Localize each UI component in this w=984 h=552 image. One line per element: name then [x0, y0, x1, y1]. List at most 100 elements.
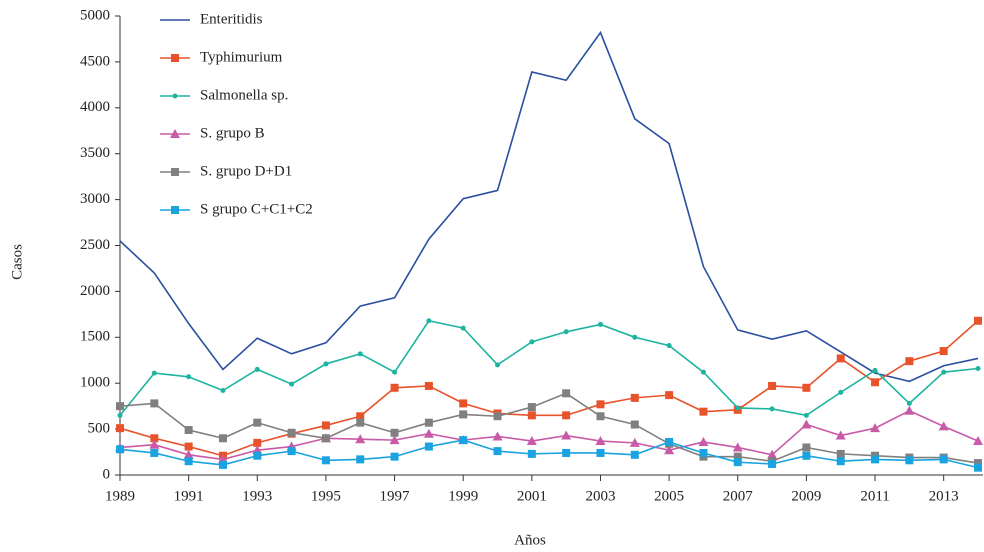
legend-marker — [171, 54, 179, 62]
marker — [872, 367, 878, 373]
marker — [355, 434, 366, 444]
x-tick-label: 2005 — [654, 488, 684, 504]
marker — [527, 411, 536, 420]
marker — [665, 437, 674, 446]
marker — [801, 419, 812, 429]
marker — [495, 362, 501, 368]
marker — [253, 451, 262, 460]
marker — [321, 456, 330, 465]
marker — [803, 412, 809, 418]
x-tick-label: 2009 — [791, 488, 821, 504]
marker — [596, 400, 605, 409]
marker — [938, 421, 949, 431]
marker — [116, 402, 124, 411]
marker — [939, 347, 948, 356]
x-tick-label: 2001 — [517, 488, 547, 504]
y-tick-label: 0 — [103, 466, 111, 482]
marker — [323, 361, 329, 367]
marker — [389, 435, 400, 445]
marker — [116, 424, 124, 433]
marker — [150, 399, 159, 408]
marker — [357, 351, 363, 357]
marker — [562, 448, 571, 457]
series-line — [119, 439, 979, 469]
marker — [630, 393, 639, 402]
marker — [906, 400, 912, 406]
marker — [493, 447, 502, 456]
y-tick-label: 2000 — [80, 283, 110, 299]
marker — [220, 388, 226, 394]
marker — [218, 460, 227, 469]
x-axis-label: Años — [514, 532, 546, 548]
marker — [149, 439, 160, 449]
marker — [218, 434, 227, 443]
x-tick-label: 1997 — [380, 488, 411, 504]
series-line — [119, 392, 979, 464]
series-line — [119, 409, 979, 461]
marker — [254, 366, 260, 372]
marker — [150, 434, 159, 443]
marker — [905, 456, 914, 465]
y-tick-label: 500 — [88, 421, 111, 437]
marker — [561, 430, 572, 440]
legend-label: Enteritidis — [200, 11, 263, 27]
marker — [835, 430, 846, 440]
marker — [836, 449, 845, 458]
marker — [117, 412, 123, 418]
marker — [562, 411, 571, 420]
y-tick-label: 5000 — [80, 7, 110, 23]
marker — [184, 426, 193, 435]
marker — [183, 449, 194, 459]
marker — [562, 389, 571, 398]
y-tick-label: 1500 — [80, 329, 110, 345]
marker — [253, 418, 262, 427]
marker — [426, 318, 432, 324]
marker — [287, 447, 296, 456]
x-tick-label: 1999 — [448, 488, 478, 504]
legend-marker — [171, 206, 179, 214]
marker — [459, 436, 468, 445]
marker — [732, 442, 743, 452]
marker — [630, 450, 639, 459]
marker — [527, 449, 536, 458]
marker — [699, 407, 708, 416]
marker — [289, 381, 295, 387]
legend-label: Salmonella sp. — [200, 87, 288, 103]
marker — [459, 399, 468, 408]
marker — [424, 381, 433, 390]
marker — [356, 418, 365, 427]
marker — [424, 442, 433, 451]
y-tick-label: 3000 — [80, 191, 110, 207]
legend-marker — [170, 129, 180, 138]
marker — [735, 405, 741, 411]
marker — [459, 410, 468, 419]
series-line — [119, 320, 979, 457]
marker — [871, 378, 880, 387]
marker — [356, 412, 365, 421]
marker — [184, 457, 193, 466]
marker — [838, 389, 844, 395]
y-tick-label: 2500 — [80, 237, 110, 253]
marker — [390, 383, 399, 392]
marker — [492, 431, 503, 441]
marker — [941, 369, 947, 375]
marker — [527, 403, 536, 412]
marker — [700, 369, 706, 375]
marker — [836, 354, 845, 363]
y-tick-label: 3500 — [80, 145, 110, 161]
marker — [321, 434, 330, 443]
marker — [390, 428, 399, 437]
marker — [597, 321, 603, 327]
marker — [596, 412, 605, 421]
marker — [768, 459, 777, 468]
marker — [974, 463, 982, 472]
marker — [905, 357, 914, 366]
legend-label: Typhimurium — [200, 49, 283, 65]
marker — [526, 436, 537, 446]
marker — [836, 457, 845, 466]
x-tick-label: 2011 — [860, 488, 889, 504]
marker — [151, 370, 157, 376]
marker — [253, 438, 262, 447]
marker — [974, 316, 982, 325]
marker — [321, 421, 330, 430]
